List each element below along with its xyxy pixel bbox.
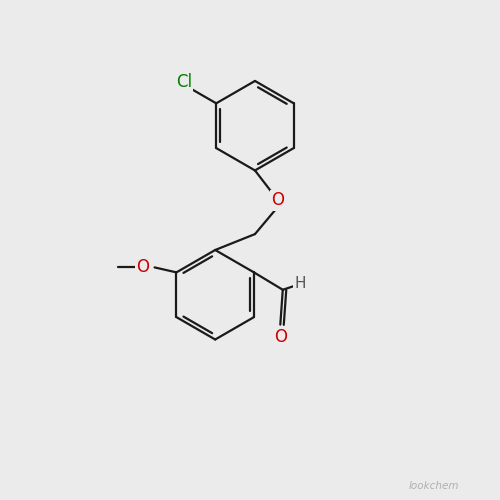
Text: Cl: Cl [176, 73, 192, 91]
Text: O: O [136, 258, 149, 276]
Text: lookchem: lookchem [408, 481, 459, 491]
Text: O: O [271, 192, 284, 210]
Text: H: H [294, 276, 306, 291]
Text: O: O [274, 328, 287, 346]
